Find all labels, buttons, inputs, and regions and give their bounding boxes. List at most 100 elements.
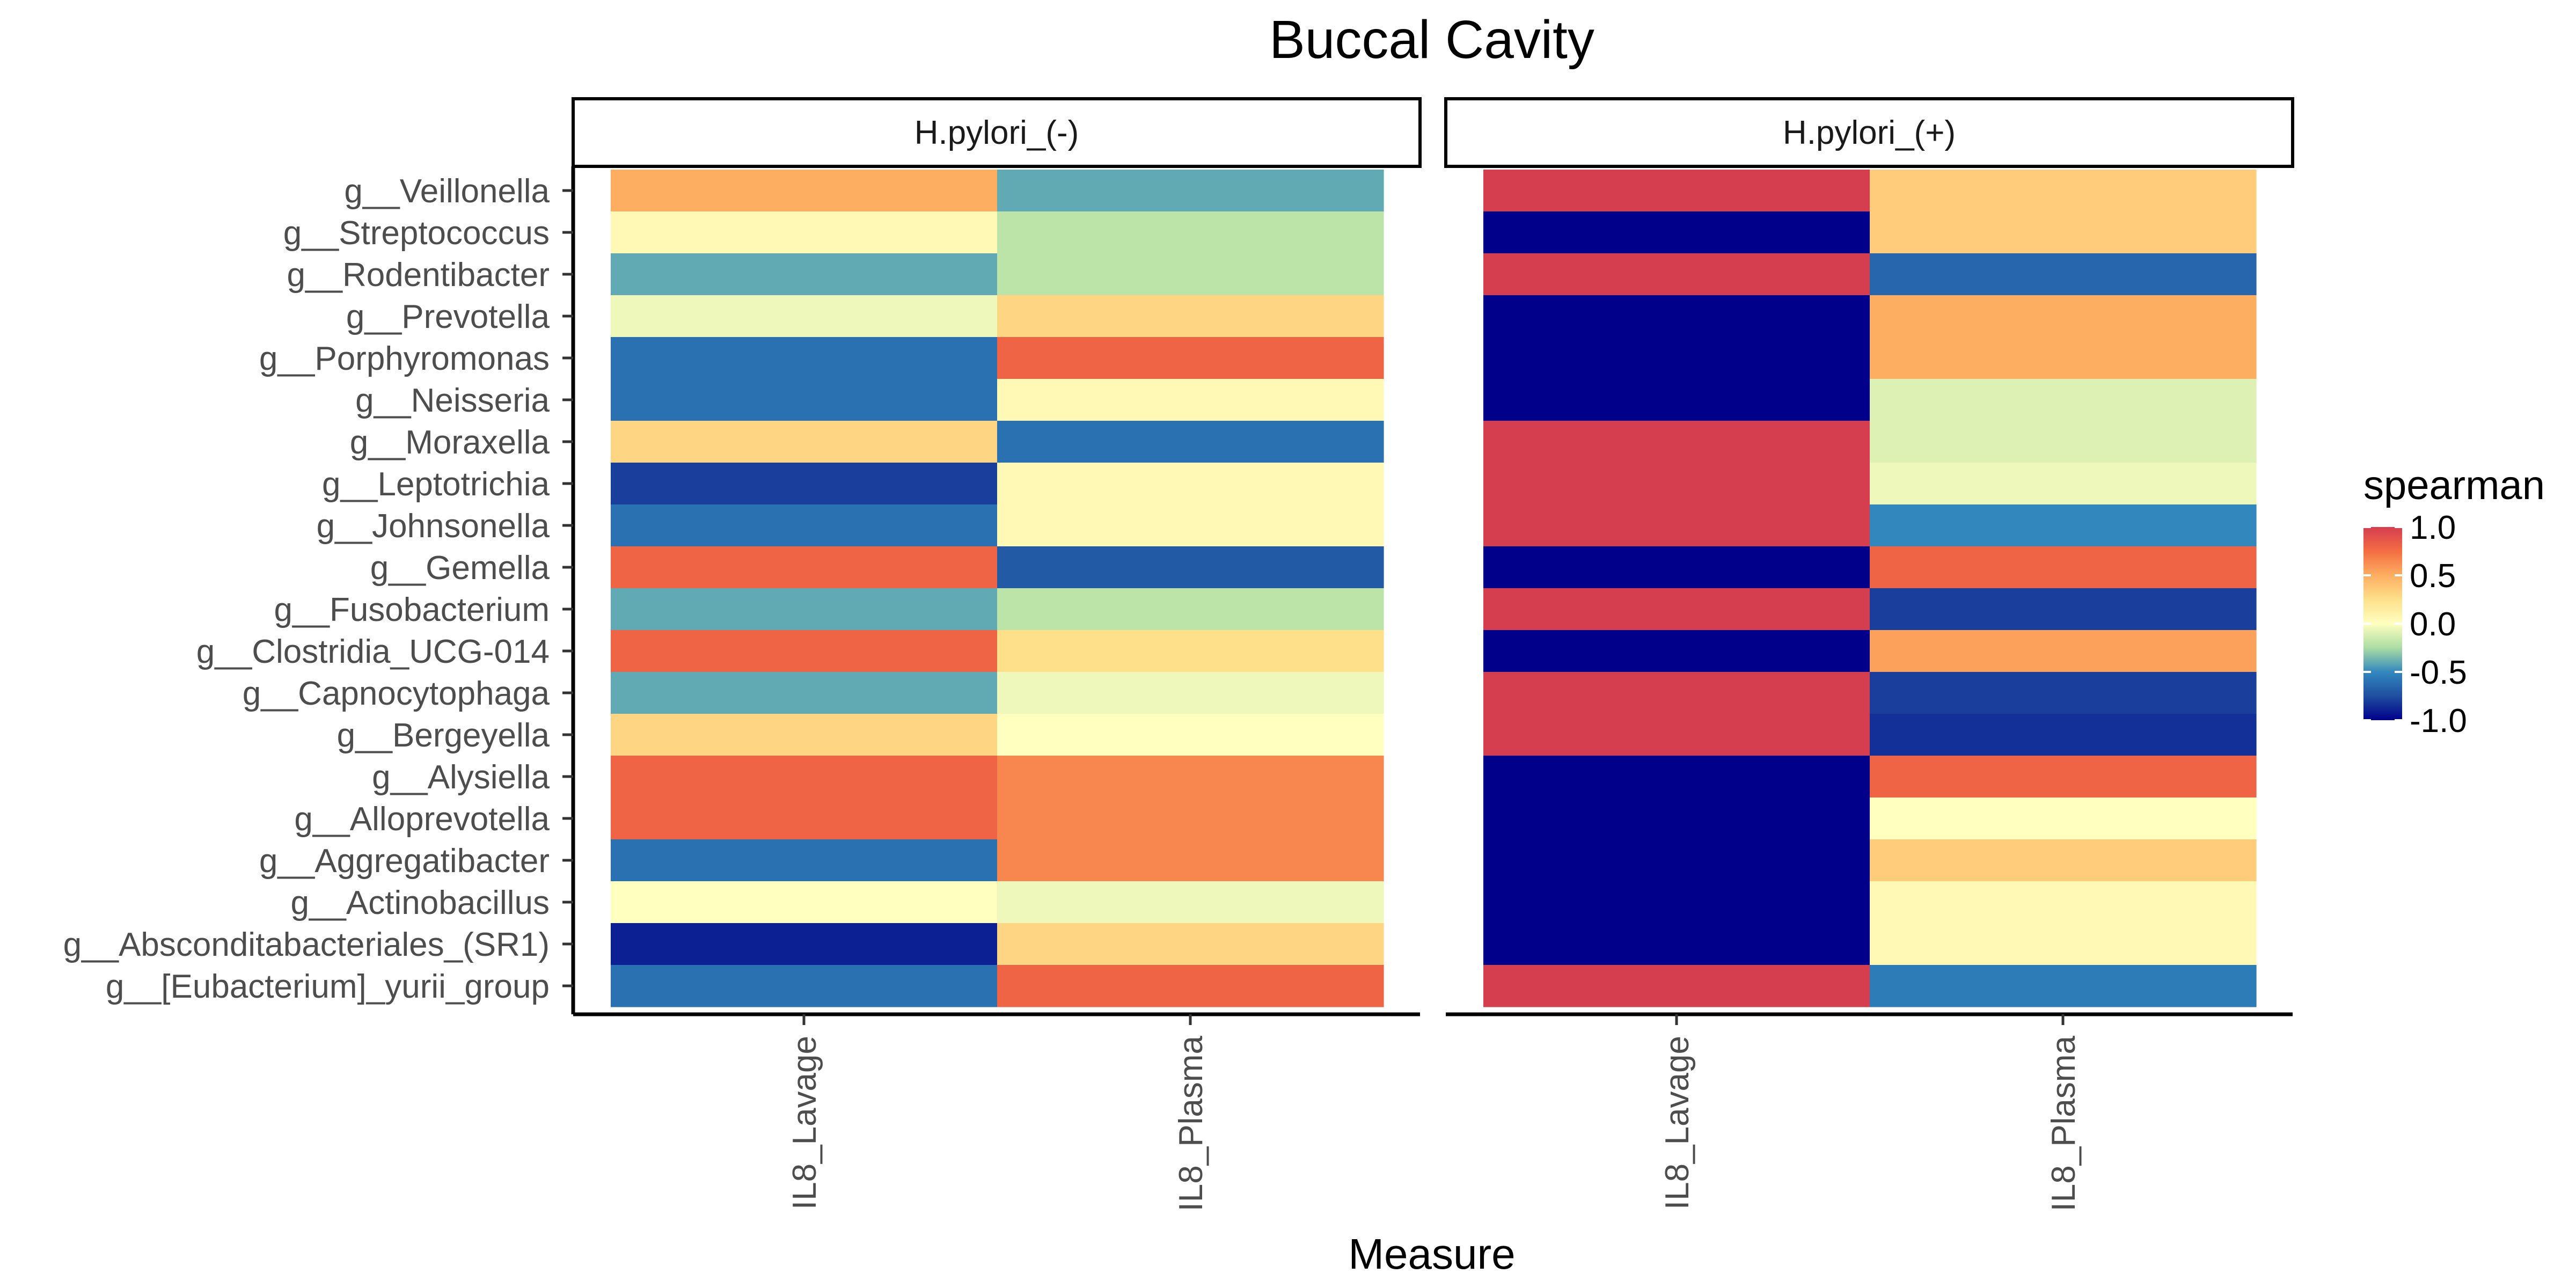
heatmap-cell (1483, 714, 1870, 756)
y-tick-label: g__Capnocytophaga (243, 675, 550, 712)
heatmap-cell (1483, 463, 1870, 505)
heatmap-cell (1483, 672, 1870, 714)
heatmap-cell (1870, 588, 2257, 631)
heatmap-cell (997, 881, 1384, 924)
heatmap-cell (1870, 211, 2257, 254)
x-axis-ticks: IL8_Lavage IL8_Plasma (1659, 1014, 2082, 1211)
heatmap-cell (611, 672, 998, 714)
heatmap-cell (997, 421, 1384, 463)
heatmap-cell (997, 630, 1384, 672)
legend-title: spearman (2363, 463, 2545, 508)
heatmap-cell (1483, 504, 1870, 547)
heatmap-cell (1870, 797, 2257, 840)
heatmap-cell (611, 253, 998, 296)
heatmap-cell (997, 923, 1384, 965)
heatmap-cell (611, 797, 998, 840)
y-tick-label: g__Moraxella (350, 424, 550, 461)
heatmap-cell (1483, 170, 1870, 212)
legend-tick-label: 1.0 (2410, 509, 2456, 546)
y-tick-label: g__Actinobacillus (290, 884, 550, 921)
heatmap-cell (611, 588, 998, 631)
facet-panel-hpylori-positive: H.pylori_(+) IL8_Lavage IL8_Plasma (1444, 97, 2294, 1211)
heatmap-cell (1870, 295, 2257, 338)
heatmap-cell (997, 797, 1384, 840)
heatmap-cell (611, 756, 998, 798)
heatmap-cell (611, 714, 998, 756)
facet-strip-background (1444, 97, 2294, 168)
heatmap-cell (1483, 337, 1870, 379)
y-tick-label: g__Fusobacterium (274, 591, 550, 628)
y-tick-label: g__Neisseria (355, 382, 550, 419)
heatmap-cell (997, 588, 1384, 631)
heatmap-cell (997, 714, 1384, 756)
heatmap-cell (1870, 170, 2257, 212)
facet-strip-label: H.pylori_(-) (914, 114, 1079, 151)
x-tick-label: IL8_Lavage (786, 1036, 823, 1210)
heatmap-cells (611, 170, 1384, 1007)
y-tick-label: g__Absconditabacteriales_(SR1) (63, 926, 550, 963)
heatmap-cell (997, 379, 1384, 421)
heatmap-cell (1870, 504, 2257, 547)
heatmap-cell (1870, 923, 2257, 965)
heatmap-cell (611, 965, 998, 1007)
x-axis-ticks: IL8_Lavage IL8_Plasma (786, 1014, 1210, 1211)
x-axis-title: Measure (1348, 1230, 1515, 1278)
heatmap-cell (1870, 253, 2257, 296)
heatmap-cell (997, 337, 1384, 379)
legend-tick-label: -1.0 (2410, 702, 2467, 740)
y-tick-label: g__Leptotrichia (322, 466, 550, 503)
heatmap-cell (611, 630, 998, 672)
heatmap-cell (1483, 881, 1870, 924)
heatmap-cell (611, 295, 998, 338)
heatmap-cell (1483, 211, 1870, 254)
heatmap-cell (1483, 797, 1870, 840)
y-tick-label: g__Porphyromonas (259, 340, 550, 377)
heatmap-cell (997, 672, 1384, 714)
heatmap-cell (611, 504, 998, 547)
heatmap-cell (997, 170, 1384, 212)
heatmap-cell (1483, 839, 1870, 882)
heatmap-cell (1870, 630, 2257, 672)
heatmap-cell (611, 170, 998, 212)
y-tick-label: g__[Eubacterium]_yurii_group (106, 968, 550, 1005)
heatmap-cell (997, 211, 1384, 254)
y-tick-label: g__Bergeyella (337, 717, 550, 754)
heatmap-cell (611, 211, 998, 254)
heatmap-cell (1870, 672, 2257, 714)
facet-strip-label: H.pylori_(+) (1783, 114, 1956, 151)
heatmap-cell (1870, 337, 2257, 379)
heatmap-cell (611, 421, 998, 463)
heatmap-cell (611, 923, 998, 965)
heatmap-cell (1870, 463, 2257, 505)
heatmap-cell (1483, 588, 1870, 631)
y-axis-tick-labels: g__Veillonella g__Streptococcus g__Rodenti… (63, 173, 550, 1005)
color-legend: spearman 1.0 0.5 0.0 -0.5 -1.0 (2363, 463, 2545, 740)
heatmap-cell (1483, 923, 1870, 965)
facet-strip-background (572, 97, 1422, 168)
y-tick-label: g__Streptococcus (283, 215, 550, 252)
heatmap-cell (1870, 421, 2257, 463)
heatmap-cell (997, 504, 1384, 547)
x-tick-label: IL8_Plasma (1173, 1035, 1210, 1211)
y-axis-ticks (562, 189, 573, 987)
heatmap-cell (611, 839, 998, 882)
heatmap-cell (1870, 714, 2257, 756)
heatmap-cell (1483, 630, 1870, 672)
heatmap-cell (1483, 756, 1870, 798)
heatmap-cell (1483, 421, 1870, 463)
y-tick-label: g__Alloprevotella (294, 801, 550, 838)
legend-tick-label: 0.0 (2410, 606, 2456, 643)
heatmap-cells (1483, 170, 2257, 1007)
y-tick-label: g__Aggregatibacter (259, 843, 550, 880)
y-tick-label: g__Prevotella (346, 298, 550, 335)
heatmap-cell (1870, 881, 2257, 924)
heatmap-cell (1483, 965, 1870, 1007)
heatmap-cell (997, 253, 1384, 296)
heatmap-cell (611, 337, 998, 379)
heatmap-cell (997, 546, 1384, 589)
legend-tick-label: 0.5 (2410, 558, 2456, 595)
y-tick-label: g__Johnsonella (317, 508, 550, 545)
heatmap-cell (1483, 253, 1870, 296)
heatmap-cell (1483, 546, 1870, 589)
